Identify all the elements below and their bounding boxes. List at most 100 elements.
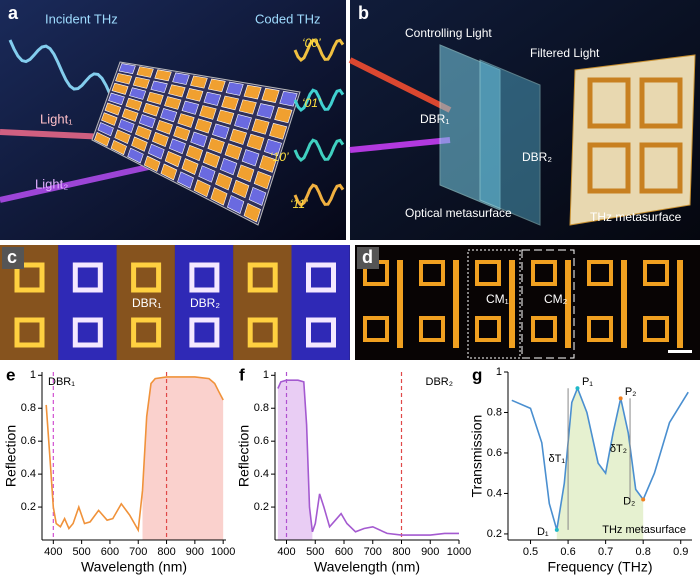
label: Light₁ xyxy=(40,111,73,126)
meta-cell xyxy=(104,102,122,116)
panel-label: g xyxy=(472,365,482,384)
tag: DBR₂ xyxy=(426,376,454,388)
meta-cell xyxy=(261,87,280,103)
meta-cell xyxy=(207,78,226,93)
code: ‘10’ xyxy=(270,150,289,164)
bar xyxy=(621,260,627,348)
annotation-point xyxy=(554,527,559,532)
meta-cell xyxy=(132,76,150,89)
ring xyxy=(531,260,557,286)
x-tick-label: 0.6 xyxy=(560,546,575,558)
meta-cell xyxy=(199,105,217,120)
ring xyxy=(475,260,501,286)
panel-label: b xyxy=(358,3,369,23)
y-tick-label: 0.2 xyxy=(254,501,269,513)
ring xyxy=(14,317,45,348)
meta-cell xyxy=(111,82,129,95)
ring xyxy=(189,262,220,293)
meta-cell xyxy=(238,99,257,115)
panel-label: a xyxy=(8,3,19,23)
code: ‘11’ xyxy=(290,197,308,211)
meta-cell xyxy=(97,122,114,137)
unit-box xyxy=(467,249,521,359)
meta-cell xyxy=(150,80,168,94)
meta-cell xyxy=(246,133,265,151)
meta-cell xyxy=(138,114,156,129)
meta-cell xyxy=(110,139,127,156)
ring xyxy=(306,262,336,293)
code: ‘01’ xyxy=(302,96,321,110)
meta-cell xyxy=(193,179,211,198)
bar xyxy=(453,260,459,348)
meta-cell xyxy=(234,114,252,130)
panel-label: f xyxy=(239,365,245,384)
meta-cell xyxy=(131,136,148,152)
dbr-slab xyxy=(479,59,541,226)
meta-cell xyxy=(253,170,272,190)
x-tick-label: 900 xyxy=(421,546,439,558)
panel-label: e xyxy=(6,365,15,384)
annotation: D₁ xyxy=(537,526,549,538)
ring xyxy=(189,317,220,348)
meta-cell xyxy=(202,151,221,169)
meta-cell xyxy=(146,91,164,105)
meta-cell xyxy=(274,106,293,124)
ring xyxy=(419,260,445,286)
meta-cell xyxy=(227,195,245,215)
y-axis-label: Reflection xyxy=(236,425,252,487)
meta-cell xyxy=(269,122,288,140)
meta-cell xyxy=(154,69,172,82)
label-box xyxy=(2,247,24,269)
x-tick-label: 0.7 xyxy=(598,546,613,558)
y-tick-label: 1 xyxy=(30,369,36,381)
coded-wave xyxy=(293,138,345,162)
label: Light₂ xyxy=(35,176,68,191)
meta-cell xyxy=(190,75,208,89)
meta-cell xyxy=(231,179,250,199)
y-tick-label: 0.4 xyxy=(487,487,502,499)
srr xyxy=(639,77,683,129)
beam xyxy=(349,137,451,153)
label: DBR₁ xyxy=(420,112,449,126)
panel-d-bg xyxy=(355,245,700,360)
meta-cell xyxy=(142,102,160,117)
y-tick-label: 1 xyxy=(496,366,502,378)
meta-cell xyxy=(215,172,233,191)
shade xyxy=(556,388,644,540)
srr xyxy=(587,142,631,194)
x-tick-label: 0.9 xyxy=(673,546,688,558)
y-tick-label: 0.4 xyxy=(254,468,269,480)
coded-wave xyxy=(293,183,345,207)
x-tick-label: 500 xyxy=(306,546,324,558)
annotation: D₂ xyxy=(623,495,635,507)
ring xyxy=(643,260,669,286)
meta-cell xyxy=(177,171,194,189)
bar xyxy=(397,260,403,348)
meta-cell xyxy=(203,91,222,106)
coded-wave xyxy=(293,88,345,112)
meta-cell xyxy=(136,66,154,78)
meta-cell xyxy=(94,131,111,147)
meta-cell xyxy=(212,123,230,140)
meta-cell xyxy=(225,81,244,96)
label: Incident THz xyxy=(45,11,118,26)
meta-cell xyxy=(229,128,247,145)
label: DBR₂ xyxy=(522,150,552,164)
meta-cell xyxy=(160,108,178,123)
label: Controlling Light xyxy=(405,26,492,40)
meta-cell xyxy=(216,109,235,125)
annotation-point xyxy=(641,497,646,502)
y-tick-label: 0.4 xyxy=(21,468,36,480)
tag: DBR₁ xyxy=(48,376,75,388)
x-axis-label: Frequency (THz) xyxy=(547,559,652,575)
label: CM₂ xyxy=(544,292,568,306)
meta-cell xyxy=(125,97,143,111)
meta-cell xyxy=(210,187,228,206)
dbr-slab xyxy=(439,44,501,211)
meta-cell xyxy=(172,72,190,85)
meta-cell xyxy=(135,125,152,141)
scale-bar xyxy=(668,350,692,353)
meta-cell xyxy=(127,147,144,164)
bracket-label: δT₁ xyxy=(549,453,566,465)
meta-cell xyxy=(221,95,239,111)
